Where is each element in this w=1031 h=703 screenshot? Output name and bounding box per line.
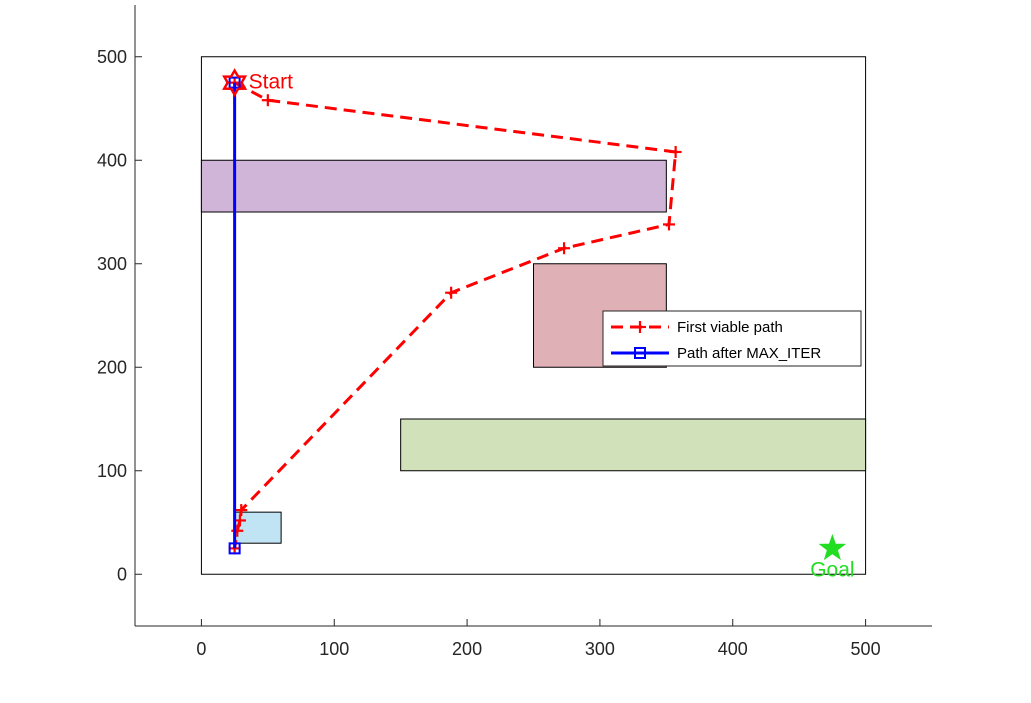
legend-label: First viable path bbox=[677, 319, 783, 336]
square-marker bbox=[228, 76, 241, 89]
goal-marker bbox=[818, 533, 847, 561]
y-tick-label: 0 bbox=[117, 564, 127, 584]
legend-entry: Path after MAX_ITER bbox=[611, 345, 821, 362]
obstacle-green bbox=[400, 418, 867, 472]
x-tick-label: 300 bbox=[585, 639, 615, 659]
x-tick-label: 500 bbox=[851, 639, 881, 659]
x-tick-label: 0 bbox=[196, 639, 206, 659]
y-tick-label: 100 bbox=[97, 461, 127, 481]
x-tick-label: 200 bbox=[452, 639, 482, 659]
y-tick-label: 400 bbox=[97, 150, 127, 170]
axes: 0 100 200 300 400 500 0 100 200 300 400 500 bbox=[97, 5, 932, 659]
plus-marker bbox=[634, 321, 646, 333]
series-path-after-max-iter bbox=[228, 76, 241, 555]
x-tick-label: 400 bbox=[718, 639, 748, 659]
obstacle-purple bbox=[200, 159, 667, 213]
plus-marker bbox=[445, 286, 458, 299]
plus-marker bbox=[235, 504, 248, 517]
start-label: Start bbox=[249, 71, 294, 94]
plus-marker bbox=[669, 145, 682, 158]
x-tick-label: 100 bbox=[319, 639, 349, 659]
obstacles bbox=[200, 56, 867, 575]
plus-marker bbox=[662, 218, 675, 231]
boundary-rect bbox=[200, 56, 867, 575]
series bbox=[228, 76, 682, 555]
square-marker bbox=[228, 542, 241, 555]
y-tick-label: 200 bbox=[97, 357, 127, 377]
square-marker bbox=[634, 347, 646, 359]
legend-entry: First viable path bbox=[611, 319, 783, 336]
obstacle-blue bbox=[234, 511, 282, 544]
start-marker bbox=[222, 68, 248, 98]
y-tick-label: 300 bbox=[97, 254, 127, 274]
plus-marker bbox=[558, 242, 571, 255]
goal-label: Goal bbox=[810, 558, 854, 581]
annotations: Start Goal bbox=[222, 68, 855, 581]
series-line bbox=[233, 81, 678, 549]
legend-label: Path after MAX_ITER bbox=[677, 345, 821, 362]
plus-marker bbox=[261, 94, 274, 107]
y-tick-label: 500 bbox=[97, 47, 127, 67]
legend: First viable path Path after MAX_ITER bbox=[602, 310, 862, 367]
